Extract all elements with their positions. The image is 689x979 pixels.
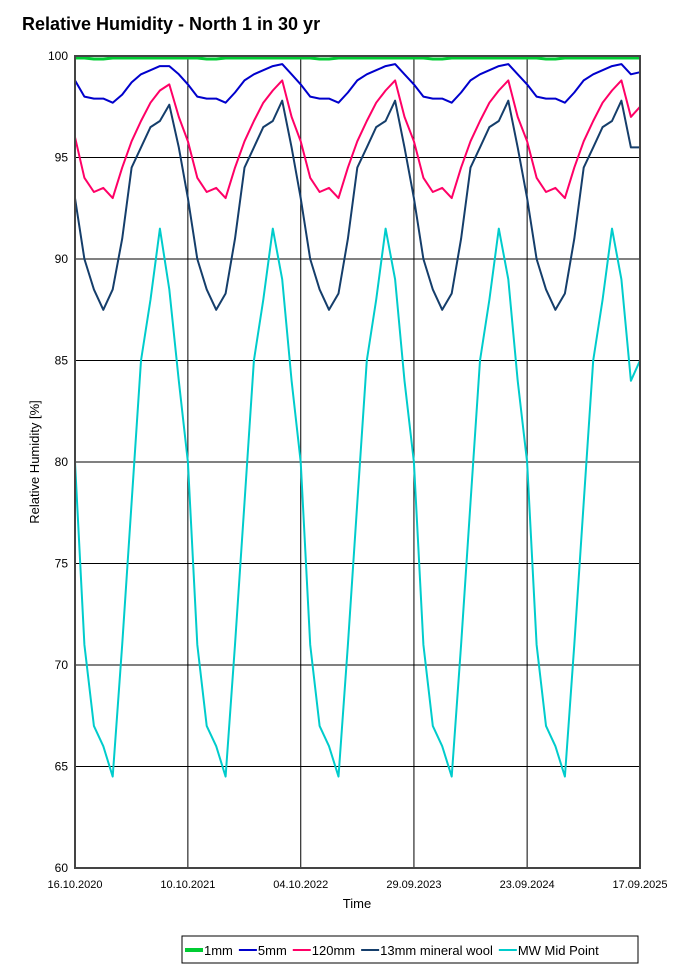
y-axis-label: Relative Humidity [%] <box>27 400 42 524</box>
legend-item: MW Mid Point <box>498 943 599 958</box>
y-tick-label: 65 <box>55 760 69 774</box>
x-axis-ticks: 16.10.2020 10.10.2021 04.10.2022 29.09.2023… <box>47 879 667 891</box>
y-tick-label: 60 <box>55 861 69 875</box>
plot-frame <box>74 55 641 869</box>
x-tick-label: 23.09.2024 <box>500 879 555 891</box>
x-tick-label: 16.10.2020 <box>47 879 102 891</box>
x-tick-label: 29.09.2023 <box>386 879 441 891</box>
x-tick-label: 04.10.2022 <box>273 879 328 891</box>
series-line-5mm <box>74 63 641 104</box>
series-line-1mm <box>75 56 640 61</box>
legend-item: 120mm <box>292 943 355 958</box>
y-tick-label: 90 <box>55 252 69 266</box>
x-tick-label: 10.10.2021 <box>160 879 215 891</box>
series-lines <box>74 56 641 778</box>
series-line-120mm <box>74 79 641 200</box>
chart-title: Relative Humidity - North 1 in 30 yr <box>22 14 320 34</box>
x-axis-label: Time <box>343 896 371 911</box>
series-line-mw-mid-point <box>74 227 641 778</box>
legend-label: 5mm <box>258 943 287 958</box>
legend-item: 1mm <box>185 943 233 958</box>
y-tick-label: 85 <box>55 354 69 368</box>
series-line-13mm-mineral-wool <box>74 99 640 311</box>
legend-box <box>181 935 639 964</box>
x-tick-label: 17.09.2025 <box>612 879 667 891</box>
legend-label: 13mm mineral wool <box>380 943 493 958</box>
legend-label: 1mm <box>204 943 233 958</box>
y-tick-label: 80 <box>55 455 69 469</box>
legend: 1mm 5mm 120mm 13mm mineral wool MW Mid Point <box>185 943 599 958</box>
legend-label: MW Mid Point <box>518 943 599 958</box>
y-tick-label: 75 <box>55 557 69 571</box>
y-tick-label: 70 <box>55 658 69 672</box>
legend-item: 5mm <box>238 943 287 958</box>
legend-label: 120mm <box>312 943 355 958</box>
legend-item: 13mm mineral wool <box>361 943 493 958</box>
y-tick-label: 100 <box>48 49 68 63</box>
y-axis-ticks: 60 65 70 75 80 85 90 95 100 <box>48 49 68 875</box>
y-tick-label: 95 <box>55 151 69 165</box>
